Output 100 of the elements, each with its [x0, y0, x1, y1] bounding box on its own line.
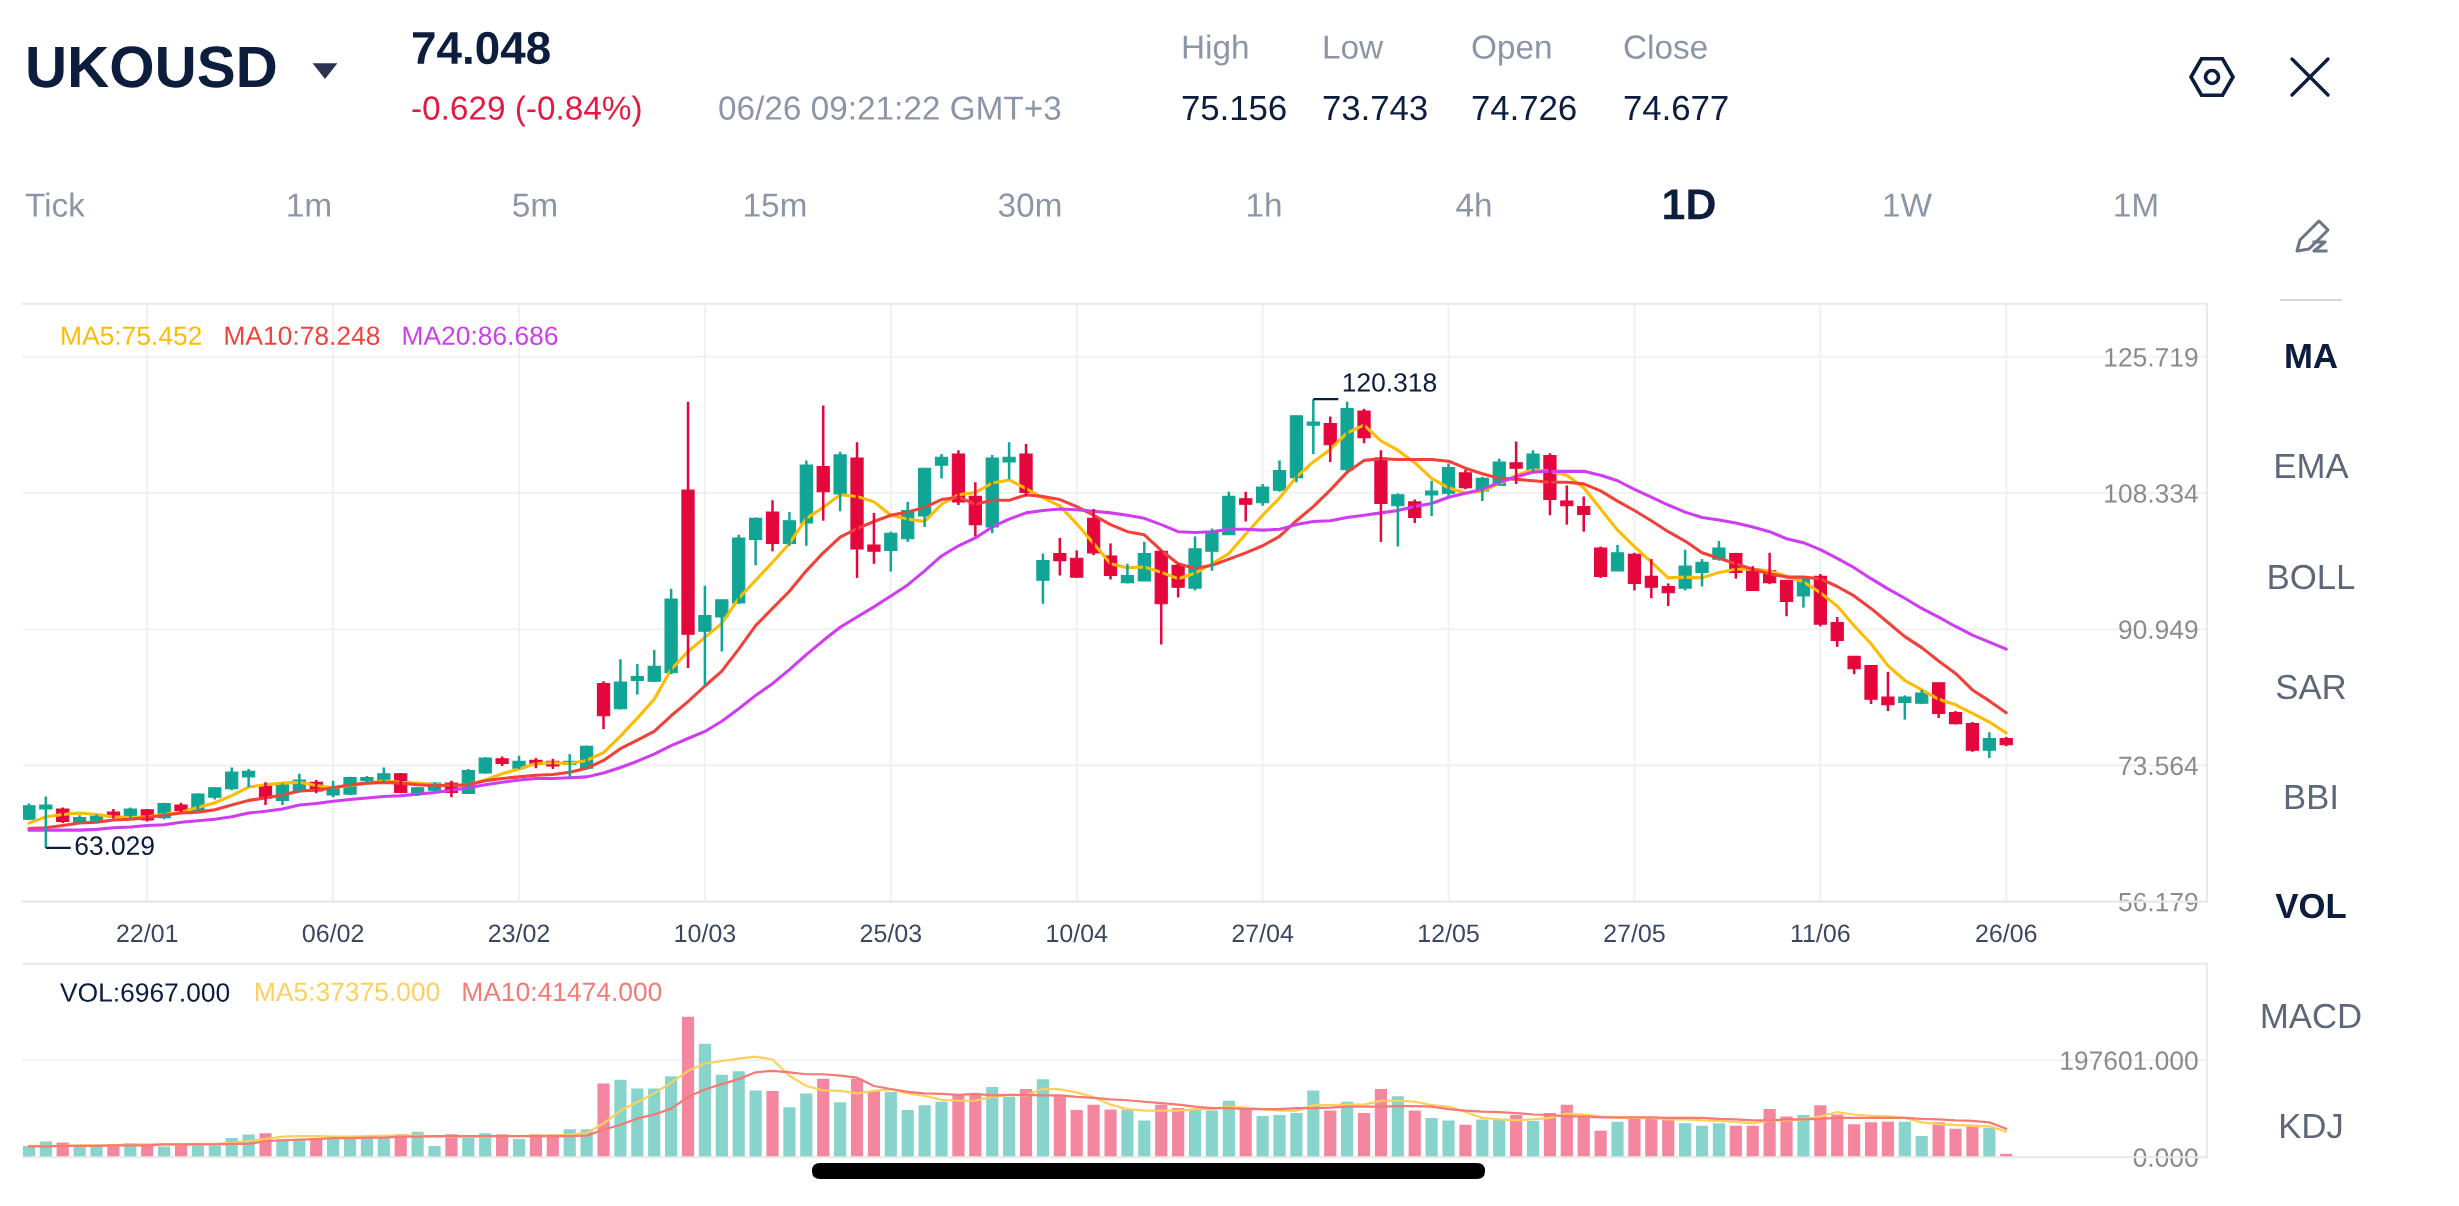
bar	[1662, 1119, 1675, 1158]
bar	[1983, 1127, 1996, 1158]
text: MA5:37375.000	[256, 982, 440, 1002]
candlestick	[647, 648, 661, 684]
bar	[665, 1076, 678, 1158]
x-tick-label: 12/05	[1419, 923, 1479, 943]
bar	[1966, 1124, 1979, 1158]
candlestick	[867, 511, 881, 566]
text: 5m	[513, 193, 556, 217]
text: VOL	[2275, 893, 2346, 919]
text: 1m	[288, 193, 330, 217]
bar	[1290, 1113, 1303, 1158]
bar	[817, 1078, 830, 1158]
text: MA10:78.248	[225, 326, 380, 346]
candlestick	[39, 795, 53, 850]
text: 74.726	[1472, 95, 1576, 121]
bar	[1898, 1121, 1911, 1158]
text: Low	[1324, 35, 1384, 59]
bar	[901, 1110, 914, 1158]
x-tick-label: 27/04	[1232, 923, 1294, 943]
bar	[1932, 1122, 1945, 1158]
bar	[834, 1102, 847, 1158]
y-tick-label: 197601.000	[2061, 1051, 2198, 1071]
bar	[1188, 1109, 1202, 1158]
bar	[1848, 1124, 1861, 1158]
bar	[783, 1107, 796, 1158]
text: 1W	[1884, 193, 1932, 217]
bar	[1746, 1125, 1759, 1158]
y-tick-label: 90.949	[2119, 620, 2198, 640]
text: 30m	[998, 193, 1061, 217]
bar	[1087, 1104, 1100, 1158]
bar	[597, 1083, 610, 1158]
bar	[1577, 1115, 1590, 1158]
bar	[1797, 1114, 1810, 1158]
text: MA5:75.452	[62, 326, 201, 346]
x-tick-label: 25/03	[860, 923, 921, 943]
bar	[1374, 1088, 1388, 1158]
bar	[732, 1071, 745, 1158]
bar	[1459, 1124, 1472, 1158]
x-tick-label: 27/05	[1604, 923, 1665, 943]
text: 75.156	[1182, 95, 1286, 121]
text: UKOUSD	[28, 46, 276, 88]
bar	[1949, 1128, 1962, 1158]
candlestick	[1053, 536, 1067, 577]
x-tick-label: 10/03	[675, 923, 736, 943]
bar	[1915, 1136, 1928, 1158]
text: 06/26 09:21:22 GMT+3	[719, 95, 1061, 120]
bar	[1003, 1096, 1016, 1158]
x-tick-label: 10/04	[1047, 923, 1108, 943]
bar	[428, 1145, 441, 1158]
text: 74.048	[412, 31, 550, 65]
bar	[1104, 1109, 1117, 1158]
bar	[1172, 1108, 1185, 1158]
bar	[1408, 1110, 1421, 1158]
text: SAR	[2276, 674, 2346, 700]
candlestick	[1424, 479, 1439, 518]
candlestick	[698, 584, 712, 688]
annotation: VOL:6967.000	[60, 983, 230, 1002]
candlestick	[1306, 397, 1320, 456]
bar	[1442, 1120, 1455, 1158]
text: 1M	[2115, 193, 2157, 217]
bar	[1138, 1120, 1151, 1158]
bar	[698, 1043, 711, 1158]
bar	[1036, 1079, 1050, 1158]
x-tick-label: 26/06	[1976, 923, 2037, 943]
bar	[1493, 1119, 1506, 1158]
bar	[1628, 1117, 1641, 1158]
bar	[1324, 1110, 1337, 1158]
candlestick	[1002, 441, 1016, 481]
candlestick	[1830, 615, 1844, 649]
bar	[648, 1088, 661, 1158]
bar	[1780, 1116, 1793, 1158]
candlestick	[681, 400, 695, 670]
candlestick	[833, 450, 847, 513]
text: MACD	[2262, 1003, 2361, 1029]
text: 15m	[745, 193, 806, 217]
bar	[884, 1091, 897, 1158]
bar	[918, 1105, 931, 1158]
bar	[1831, 1114, 1844, 1158]
text: 73.743	[1323, 95, 1427, 121]
bar	[766, 1090, 779, 1158]
bar	[850, 1078, 864, 1158]
text: BOLL	[2269, 564, 2355, 590]
candlestick	[1864, 664, 1878, 706]
bar	[1019, 1088, 1033, 1158]
bar	[1256, 1115, 1269, 1158]
bar	[614, 1079, 627, 1158]
candlestick	[1560, 484, 1574, 526]
candlestick	[1391, 492, 1405, 548]
candlestick	[1881, 670, 1895, 713]
x-tick-label: 22/01	[117, 923, 178, 943]
bar	[158, 1146, 171, 1158]
bar	[1679, 1123, 1692, 1158]
bar	[1239, 1108, 1252, 1158]
bar	[969, 1094, 982, 1158]
x-tick-label: 23/02	[489, 923, 550, 943]
x-tick-label: 11/06	[1791, 923, 1850, 943]
text: High	[1183, 34, 1248, 66]
bar	[800, 1093, 813, 1158]
bar	[1205, 1110, 1219, 1158]
